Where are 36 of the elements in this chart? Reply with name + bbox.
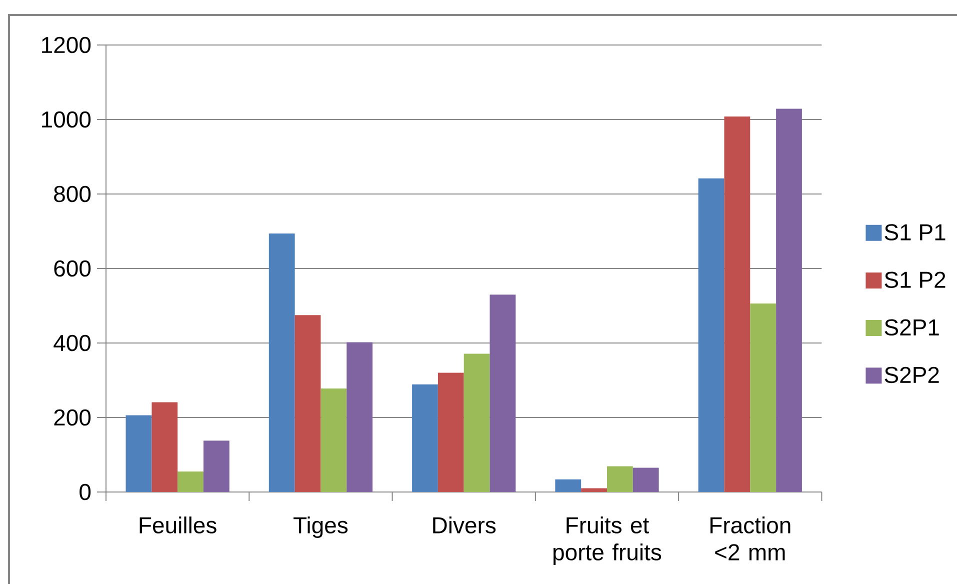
bar	[412, 384, 438, 492]
x-tick-label: Fruits et porte fruits	[554, 516, 662, 565]
bar	[294, 315, 321, 492]
x-tick-label: Divers	[433, 516, 496, 534]
bar	[606, 466, 633, 492]
bar	[555, 479, 582, 492]
bar	[320, 388, 347, 492]
bar	[581, 488, 607, 492]
bar	[152, 402, 178, 492]
bar	[698, 178, 724, 492]
y-tick-label: 200	[54, 409, 91, 426]
y-tick-label: 400	[54, 334, 91, 352]
bar	[178, 472, 204, 492]
bar	[632, 468, 659, 492]
bar	[268, 233, 295, 492]
bar	[776, 108, 802, 492]
y-tick-label: 1000	[42, 111, 91, 128]
legend-label: S2P2	[884, 366, 939, 384]
bar	[464, 354, 490, 492]
x-tick-label: Feuilles	[140, 516, 216, 534]
bar	[724, 116, 750, 492]
bar	[490, 294, 516, 492]
legend-label: S1 P2	[884, 272, 946, 288]
y-tick-label: 800	[54, 186, 91, 202]
bar	[203, 440, 230, 492]
bar	[438, 372, 464, 492]
x-tick-label: Fraction <2 mm	[710, 516, 790, 560]
bar	[346, 342, 373, 492]
bar	[750, 304, 776, 492]
legend-label: S1 P1	[884, 224, 946, 240]
y-tick-label: 1200	[42, 36, 91, 54]
legend-label: S2P1	[884, 319, 939, 336]
bar	[126, 415, 152, 492]
y-tick-label: 0	[80, 484, 91, 500]
y-tick-label: 600	[54, 260, 91, 277]
x-tick-label: Tiges	[294, 516, 348, 538]
